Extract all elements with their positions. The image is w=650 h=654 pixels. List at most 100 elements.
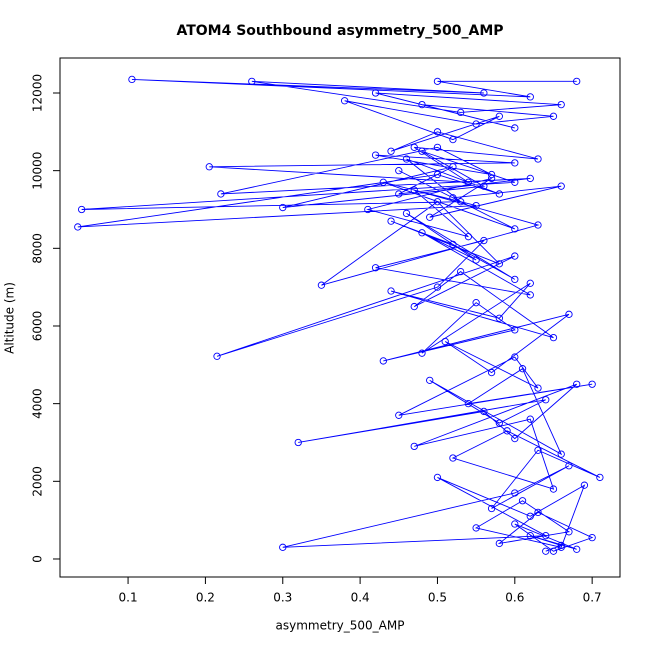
data-point <box>495 260 503 268</box>
data-point <box>557 541 565 550</box>
data-point <box>565 528 573 536</box>
data-point <box>534 221 542 229</box>
data-point <box>495 419 503 427</box>
data-point <box>449 454 457 462</box>
data-point <box>410 186 418 194</box>
data-point <box>402 155 411 163</box>
data-point <box>395 411 403 419</box>
data-point <box>464 400 473 408</box>
y-tick-label: 12000 <box>31 74 45 112</box>
data-point <box>387 147 395 155</box>
data-point <box>511 124 519 132</box>
data-point <box>472 120 480 128</box>
data-point <box>588 533 596 542</box>
data-point <box>511 275 519 284</box>
data-point <box>487 368 496 377</box>
y-tick-label: 6000 <box>31 311 45 342</box>
data-point <box>410 442 418 451</box>
data-point <box>588 380 596 388</box>
x-tick-label: 0.1 <box>119 591 138 605</box>
data-point <box>557 182 565 190</box>
data-point <box>549 547 558 555</box>
data-point <box>596 473 604 482</box>
data-point <box>511 159 519 167</box>
y-tick-label: 0 <box>31 555 45 563</box>
x-tick-label: 0.5 <box>428 591 447 605</box>
data-point <box>78 205 86 214</box>
data-point <box>495 190 503 198</box>
data-point <box>418 229 426 237</box>
data-point <box>518 365 527 373</box>
data-point <box>426 376 434 385</box>
data-point <box>472 524 480 532</box>
x-axis-title: asymmetry_500_AMP <box>276 619 405 633</box>
data-point <box>464 178 473 186</box>
data-point <box>580 481 589 489</box>
data-point <box>526 532 534 540</box>
data-point <box>565 310 573 318</box>
data-point <box>213 352 221 360</box>
data-point <box>511 326 519 334</box>
data-point <box>573 77 581 85</box>
data-point <box>542 396 550 404</box>
data-point <box>433 77 442 85</box>
data-point <box>387 287 395 295</box>
data-point <box>457 198 465 206</box>
data-point <box>441 337 449 346</box>
data-point <box>410 302 418 311</box>
data-point <box>526 291 534 299</box>
y-tick-label: 4000 <box>31 388 45 419</box>
data-point <box>557 543 565 551</box>
data-point <box>534 155 542 163</box>
data-point <box>410 143 418 152</box>
chart-title: ATOM4 Southbound asymmetry_500_AMP <box>176 23 503 39</box>
data-point <box>511 252 519 260</box>
data-point <box>449 135 457 144</box>
data-point <box>518 497 527 505</box>
data-point <box>371 264 380 272</box>
data-point <box>472 299 480 307</box>
data-point <box>433 283 442 291</box>
data-point <box>379 178 387 186</box>
data-point <box>279 543 287 551</box>
data-point <box>534 508 542 517</box>
data-point <box>534 446 542 454</box>
data-point <box>526 279 534 287</box>
data-point <box>503 427 511 435</box>
data-point <box>480 182 488 190</box>
data-point <box>472 201 480 210</box>
data-line <box>77 78 601 552</box>
data-point <box>248 77 256 85</box>
data-point <box>205 163 213 171</box>
data-point <box>433 198 442 206</box>
data-point <box>480 407 488 416</box>
x-tick-label: 0.6 <box>505 591 524 605</box>
data-point <box>379 357 387 365</box>
data-point <box>511 520 519 528</box>
data-point <box>549 333 558 342</box>
data-point <box>526 174 534 183</box>
data-point <box>457 267 465 276</box>
data-point <box>364 205 372 214</box>
data-point <box>511 353 519 361</box>
data-point <box>371 151 380 159</box>
data-point <box>487 170 496 179</box>
y-tick-label: 8000 <box>31 233 45 264</box>
data-point <box>526 93 534 101</box>
data-point <box>573 380 581 388</box>
data-point <box>487 174 496 183</box>
data-point <box>395 167 403 175</box>
data-point <box>480 236 488 245</box>
data-point <box>457 108 465 117</box>
data-point <box>487 504 496 513</box>
data-point <box>340 97 349 105</box>
data-point <box>565 462 573 470</box>
data-point <box>495 112 503 120</box>
data-point <box>557 100 565 109</box>
plot-frame <box>59 57 621 578</box>
data-point <box>511 225 519 233</box>
data-point <box>418 100 426 109</box>
data-point <box>418 349 426 357</box>
